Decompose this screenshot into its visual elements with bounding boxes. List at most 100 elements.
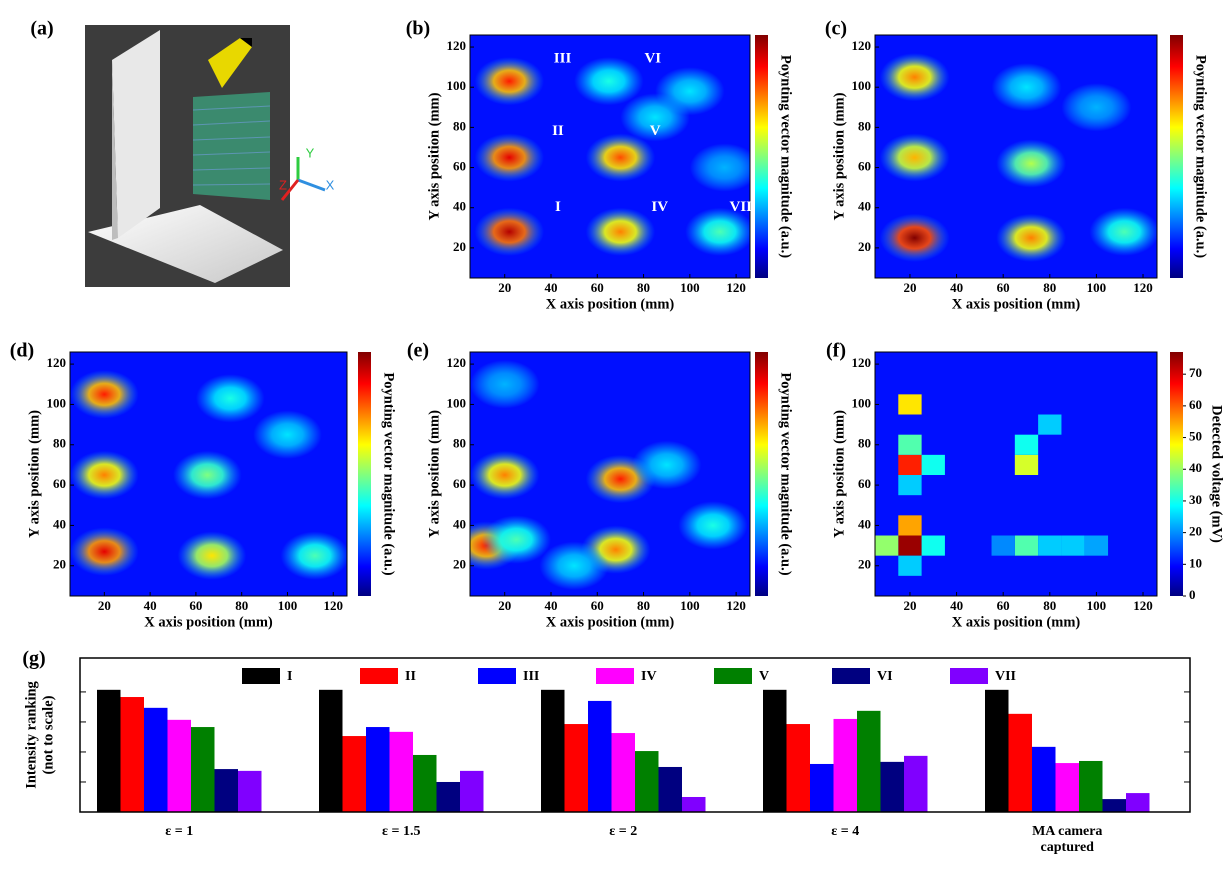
voltage-cell [1015, 536, 1038, 556]
x-tick-label: ε = 1 [124, 824, 234, 840]
x-tick-label: 100 [680, 280, 700, 295]
legend-label: VII [995, 669, 1016, 684]
y-tick-label: 20 [453, 239, 466, 254]
voltage-cell [1085, 536, 1108, 556]
figure: XYZ(a)2040608010012020406080100120X axis… [0, 0, 1229, 882]
colorbar-label: Poynting vector magnitude (a.u.) [778, 55, 794, 258]
voltage-cell [875, 536, 898, 556]
y-axis-label: Y axis position (mm) [426, 410, 442, 538]
axis-letter: Z [279, 177, 287, 192]
voltage-cell [1015, 435, 1038, 455]
y-tick-label: 100 [852, 395, 872, 410]
x-tick-label: ε = 1.5 [346, 824, 456, 840]
x-tick-label: 20 [498, 280, 511, 295]
colorbar [1170, 352, 1183, 596]
bar [1056, 763, 1080, 812]
colorbar-label: Poynting vector magnitude (a.u.) [778, 372, 794, 575]
y-tick-label: 100 [447, 78, 467, 93]
voltage-cell [898, 556, 921, 576]
intensity-peak [586, 133, 655, 181]
y-axis-label: Intensity ranking [23, 680, 39, 788]
intensity-peak [632, 441, 701, 489]
y-tick-label: 100 [447, 395, 467, 410]
heatmap [451, 352, 750, 596]
bar [215, 769, 239, 812]
heatmap [470, 35, 759, 278]
x-tick-label: 80 [1043, 598, 1056, 613]
bar [319, 690, 343, 812]
x-tick-label: 20 [498, 598, 511, 613]
bar [659, 767, 683, 812]
voltage-cell [898, 435, 921, 455]
bar [97, 690, 121, 812]
y-tick-label: 60 [453, 159, 466, 174]
x-tick-label: 40 [950, 280, 963, 295]
x-tick-label: 80 [1043, 280, 1056, 295]
legend-swatch [242, 668, 280, 684]
colorbar-tick-label: 10 [1189, 555, 1202, 570]
panel-label: (b) [406, 18, 430, 40]
chart: XYZ(a)2040608010012020406080100120X axis… [0, 0, 1229, 882]
x-tick-label: 40 [544, 598, 557, 613]
bar [787, 724, 811, 812]
x-tick-label: 60 [591, 598, 604, 613]
colorbar-label: Poynting vector magnitude (a.u.) [1193, 55, 1209, 258]
y-tick-label: 20 [453, 557, 466, 572]
y-tick-label: 60 [53, 476, 66, 491]
panel-label: (d) [10, 340, 34, 362]
annotation: II [552, 123, 564, 139]
intensity-peak [178, 531, 247, 579]
colorbar [1170, 35, 1183, 278]
y-tick-label: 40 [453, 199, 466, 214]
legend-label: I [287, 669, 292, 684]
bar [390, 732, 414, 812]
bar [191, 727, 215, 812]
bar [343, 736, 367, 812]
x-tick-label: 120 [1133, 598, 1153, 613]
colorbar-tick-label: 40 [1189, 460, 1202, 475]
colorbar-tick-label: 0 [1189, 587, 1196, 602]
y-tick-label: 120 [447, 38, 467, 53]
intensity-peak [996, 214, 1066, 262]
bar [612, 733, 636, 812]
y-tick-label: 120 [447, 355, 467, 370]
heatmap [875, 352, 1157, 596]
bar [144, 708, 168, 812]
x-axis-label: X axis position (mm) [546, 614, 675, 630]
y-axis-label: Y axis position (mm) [426, 92, 442, 220]
x-tick-label: 40 [144, 598, 157, 613]
intensity-peak [1061, 83, 1131, 131]
legend-label: III [523, 669, 539, 684]
x-tick-label: 40 [950, 598, 963, 613]
y-tick-label: 40 [53, 516, 66, 531]
x-tick-label: 60 [997, 280, 1010, 295]
intensity-peak [678, 501, 747, 549]
bar [1009, 714, 1033, 812]
panel-label: (c) [825, 18, 847, 40]
bar [763, 690, 787, 812]
intensity-peak [992, 63, 1062, 111]
voltage-cell [1038, 536, 1061, 556]
x-tick-label: 120 [726, 280, 746, 295]
illustration [85, 25, 325, 287]
colorbar [755, 352, 768, 596]
voltage-cell [898, 536, 921, 556]
bar [881, 762, 905, 812]
y-tick-label: 20 [53, 557, 66, 572]
intensity-peak [880, 133, 950, 181]
x-axis-label: X axis position (mm) [546, 296, 675, 312]
intensity-peak [1089, 208, 1159, 256]
panel-label: (g) [22, 648, 45, 670]
bar [541, 690, 565, 812]
intensity-peak [70, 370, 139, 418]
voltage-cell [898, 394, 921, 414]
x-tick-label: 80 [235, 598, 248, 613]
colorbar-tick-label: 70 [1189, 365, 1202, 380]
bar [366, 727, 390, 812]
colorbar-tick-label: 30 [1189, 492, 1202, 507]
annotation: V [650, 123, 661, 139]
bar [238, 771, 262, 812]
x-tick-label: 60 [189, 598, 202, 613]
legend-swatch [714, 668, 752, 684]
x-axis-label: X axis position (mm) [952, 614, 1081, 630]
